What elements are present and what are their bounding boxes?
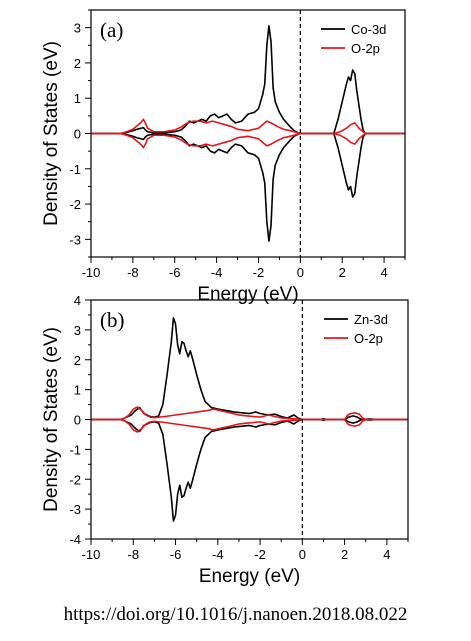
- y-tick-label: -4: [69, 532, 81, 547]
- y-tick-label: 2: [74, 353, 81, 368]
- y-tick-label: -2: [69, 197, 81, 212]
- x-axis-title: Energy (eV): [197, 284, 298, 305]
- x-tick-label: -10: [82, 265, 101, 280]
- x-tick-label: -4: [212, 547, 224, 562]
- series-line-o-2p-spin-up: [91, 406, 408, 421]
- y-axis-title: Density of States (eV): [41, 41, 62, 226]
- x-tick-label: -2: [253, 265, 265, 280]
- y-tick-label: -3: [69, 232, 81, 247]
- legend: Zn-3d O-2p: [324, 312, 388, 346]
- y-tick-label: -1: [69, 162, 81, 177]
- panel-label: (b): [100, 308, 125, 332]
- y-tick-label: 1: [74, 91, 81, 106]
- x-tick-label: -6: [170, 547, 182, 562]
- x-tick-label: -10: [82, 547, 101, 562]
- legend-label-o-2p: O-2p: [351, 41, 380, 56]
- x-tick-label: 2: [341, 547, 348, 562]
- y-tick-label: 0: [74, 413, 81, 428]
- x-tick-label: 4: [383, 547, 390, 562]
- legend-label-co-3d: Co-3d: [351, 22, 386, 37]
- y-tick-label: 2: [74, 56, 81, 71]
- series-line-co-3d-spin-up: [91, 25, 405, 135]
- x-tick-label: 0: [299, 547, 306, 562]
- y-tick-label: -1: [69, 442, 81, 457]
- series-group: [91, 317, 408, 522]
- y-tick-label: 0: [74, 127, 81, 142]
- doi-source-text: https://doi.org/10.1016/j.nanoen.2018.08…: [63, 604, 408, 625]
- series-line-co-3d-spin-down: [91, 132, 405, 242]
- legend: Co-3d O-2p: [321, 22, 386, 56]
- x-tick-label: -4: [211, 265, 223, 280]
- y-tick-label: -3: [69, 502, 81, 517]
- x-tick-label: -8: [127, 547, 139, 562]
- y-tick-label: -2: [69, 472, 81, 487]
- x-tick-label: 2: [339, 265, 346, 280]
- series-line-o-2p-spin-down: [91, 418, 408, 433]
- legend-label-zn-3d: Zn-3d: [354, 312, 388, 327]
- x-tick-label: 0: [297, 265, 304, 280]
- y-tick-label: 1: [74, 383, 81, 398]
- x-tick-label: -6: [169, 265, 181, 280]
- y-tick-label: 4: [74, 293, 81, 308]
- panel-label: (a): [100, 18, 123, 42]
- y-tick-label: 3: [74, 21, 81, 36]
- x-axis-title: Energy (eV): [199, 566, 300, 587]
- legend-label-o-2p: O-2p: [354, 331, 383, 346]
- x-tick-label: 4: [380, 265, 387, 280]
- x-tick-label: -8: [127, 265, 139, 280]
- series-group: [91, 25, 405, 242]
- series-line-zn-3d-spin-down: [91, 418, 408, 522]
- y-tick-label: 3: [74, 323, 81, 338]
- x-tick-label: -2: [254, 547, 266, 562]
- y-axis-title: Density of States (eV): [41, 327, 62, 512]
- series-line-o-2p-spin-up: [91, 118, 405, 135]
- series-line-o-2p-spin-down: [91, 132, 405, 149]
